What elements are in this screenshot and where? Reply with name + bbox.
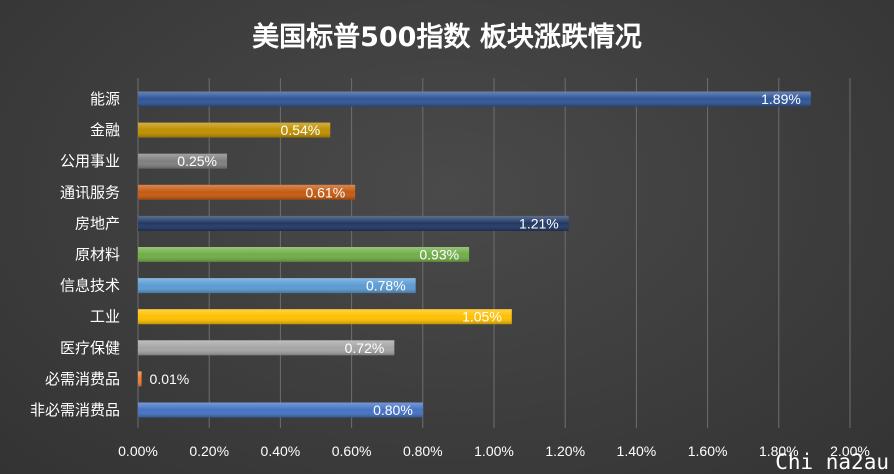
bar-shading (138, 340, 395, 356)
bar-value-label: 0.80% (373, 402, 413, 418)
bar-value-label: 1.89% (761, 91, 801, 107)
category-label: 房地产 (75, 214, 120, 232)
bar-shading (138, 278, 416, 294)
x-tick-label: 1.40% (617, 443, 657, 459)
bar-value-label: 0.93% (419, 247, 459, 263)
x-axis-ticks: 0.00% 0.20% 0.40% 0.60% 0.80% 1.00% 1.20% 1.40%… (118, 443, 870, 459)
x-tick-label: 1.00% (474, 443, 514, 459)
watermark: Chi na2au (775, 450, 889, 474)
bar-value-label: 0.25% (177, 153, 217, 169)
category-label: 通讯服务 (60, 183, 120, 201)
x-tick-label: 1.60% (688, 443, 728, 459)
bar-shading (138, 153, 227, 169)
bar-shading (138, 215, 569, 231)
bar-value-label: 1.21% (519, 215, 559, 231)
x-tick-label: 0.00% (118, 443, 158, 459)
x-tick-label: 0.60% (332, 443, 372, 459)
bar-value-label: 0.61% (305, 184, 345, 200)
category-label: 能源 (90, 90, 120, 108)
category-label: 公用事业 (60, 152, 120, 170)
x-tick-label: 0.40% (261, 443, 301, 459)
category-label: 金融 (90, 121, 120, 139)
bar-value-label: 1.05% (462, 309, 502, 325)
category-label: 医疗保健 (60, 339, 120, 357)
category-label: 必需消费品 (45, 370, 120, 388)
x-tick-label: 1.80% (759, 443, 799, 459)
x-tick-label: 0.20% (189, 443, 229, 459)
bar-shading (138, 371, 142, 387)
bar-shading (138, 247, 470, 262)
bar-value-label: 0.78% (366, 278, 406, 294)
category-label: 工业 (90, 308, 120, 326)
category-label: 原材料 (75, 246, 120, 264)
category-label: 信息技术 (60, 277, 120, 295)
bars: 1.89% 0.54% 0.25% 0.61% 1.21% 0.93% 0.78% 1.05%… (138, 91, 811, 418)
bar-value-label: 0.72% (345, 340, 385, 356)
bar-value-label: 0.01% (150, 371, 190, 387)
bar-shading (138, 309, 512, 325)
bar-shading (138, 122, 331, 138)
x-tick-label: 1.20% (545, 443, 585, 459)
x-tick-label: 0.80% (403, 443, 443, 459)
bar-shading (138, 184, 356, 200)
category-label: 非必需消费品 (30, 401, 120, 419)
x-tick-label: 2.00% (830, 443, 870, 459)
bar-value-label: 0.54% (281, 122, 321, 138)
bar-shading (138, 91, 811, 107)
bar-shading (138, 402, 423, 418)
chart-title: 美国标普500指数 板块涨跌情况 (252, 21, 642, 53)
